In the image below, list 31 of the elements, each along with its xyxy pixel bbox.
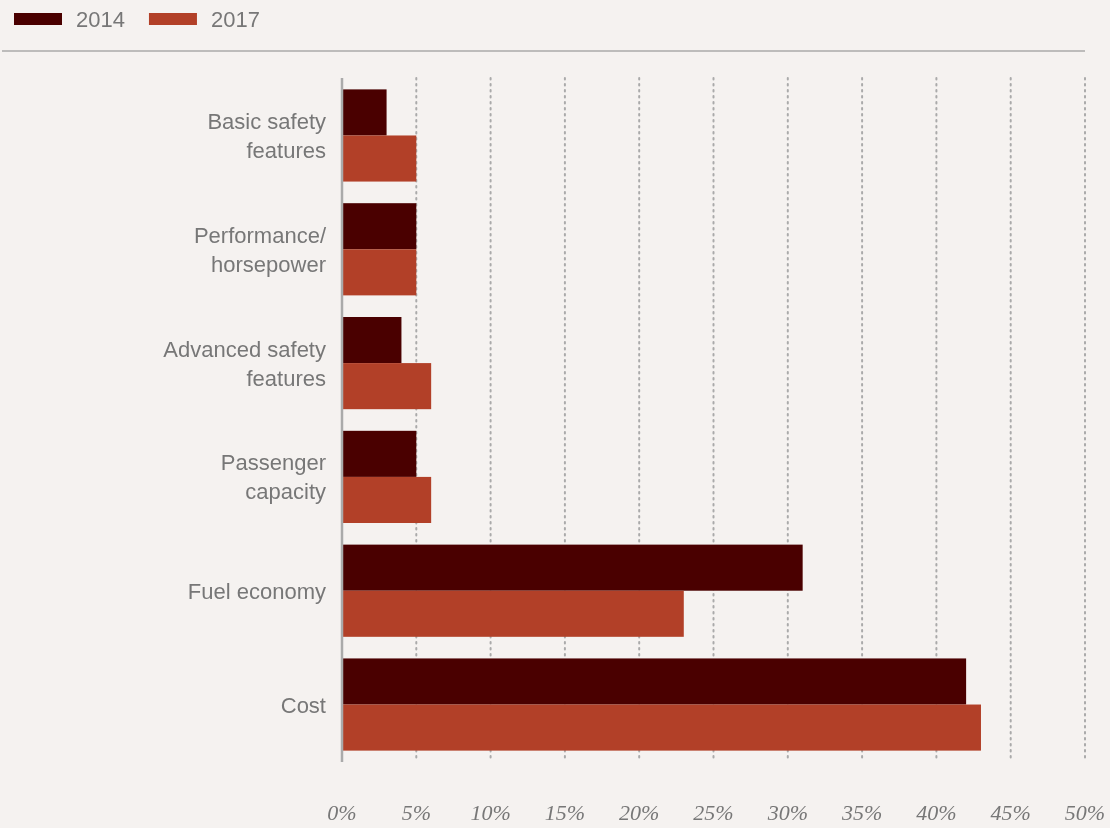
x-tick-label: 5% (401, 800, 431, 825)
y-tick-label: Performance/ horsepower (193, 222, 327, 277)
legend-label: 2017 (210, 7, 260, 32)
x-tick-label: 30% (766, 800, 808, 825)
bar (342, 590, 684, 637)
bar (342, 430, 417, 477)
bar (342, 658, 967, 705)
y-tick-label: Basic safety features (207, 108, 326, 163)
x-tick-label: 50% (1064, 800, 1106, 825)
x-tick-label: 45% (990, 800, 1031, 825)
x-tick-label: 35% (840, 800, 883, 825)
bar (342, 249, 417, 296)
bar (342, 704, 981, 751)
y-tick-label: Fuel economy (187, 578, 326, 604)
legend-label: 2014 (76, 7, 125, 32)
x-tick-label: 10% (470, 800, 511, 825)
bar (342, 89, 387, 136)
bar (342, 476, 432, 523)
x-tick-label: 25% (693, 800, 734, 825)
y-tick-label: Passenger capacity (220, 450, 326, 505)
y-tick-label: Cost (280, 692, 326, 718)
y-tick-label: Advanced safety features (163, 336, 326, 391)
x-tick-label: 40% (916, 800, 957, 825)
bar (342, 135, 417, 182)
x-tick-label: 0% (327, 800, 357, 825)
x-tick-label: 15% (544, 800, 586, 825)
bar (342, 317, 402, 364)
bar (342, 544, 803, 591)
bar (342, 203, 417, 250)
bar (342, 363, 432, 410)
x-tick-label: 20% (619, 800, 660, 825)
